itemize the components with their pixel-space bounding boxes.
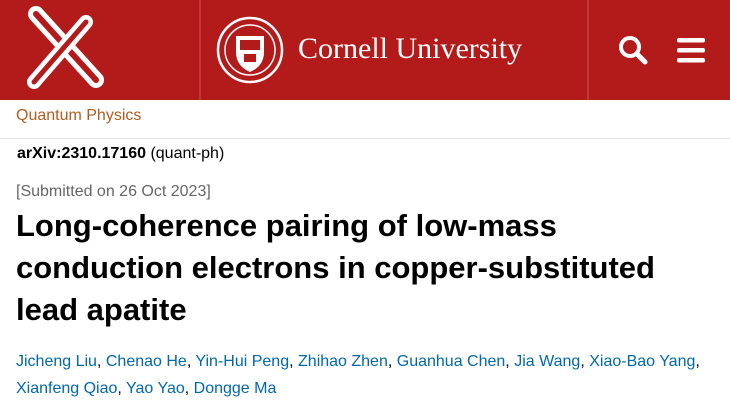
- author-link[interactable]: Jia Wang: [514, 353, 585, 370]
- breadcrumb[interactable]: Quantum Physics: [16, 107, 142, 124]
- author-link[interactable]: Yin-Hui Peng: [195, 353, 293, 370]
- menu-icon[interactable]: [677, 38, 705, 63]
- author-link[interactable]: Yao Yao: [126, 380, 189, 397]
- author-link[interactable]: Zhihao Zhen: [298, 353, 392, 370]
- paper-category: (quant-ph): [150, 145, 225, 162]
- paper-id-line: arXiv:2310.17160 (quant-ph): [17, 145, 224, 163]
- author-link[interactable]: Xianfeng Qiao: [16, 380, 122, 397]
- author-list: Jicheng Liu Chenao He Yin-Hui Peng Zhiha…: [16, 348, 716, 402]
- brand-name[interactable]: Cornell University: [298, 32, 523, 65]
- header-graphics: [27, 0, 705, 100]
- separator: [0, 138, 730, 139]
- author-link[interactable]: Xiao-Bao Yang: [589, 353, 700, 370]
- paper-title: Long-coherence pairing of low-mass condu…: [16, 208, 655, 327]
- cornell-seal[interactable]: [216, 16, 284, 84]
- author-link[interactable]: Guanhua Chen: [397, 353, 510, 370]
- author-link[interactable]: Chenao He: [106, 353, 191, 370]
- author-link[interactable]: Jicheng Liu: [16, 353, 101, 370]
- arxiv-logo[interactable]: [27, 6, 104, 89]
- header: Cornell University: [0, 0, 730, 100]
- paper-id: arXiv:2310.17160: [17, 145, 146, 162]
- search-icon[interactable]: [619, 36, 648, 65]
- author-link[interactable]: Dongge Ma: [193, 380, 277, 397]
- submission-date: [Submitted on 26 Oct 2023]: [16, 183, 211, 200]
